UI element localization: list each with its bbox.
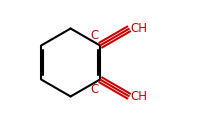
Text: CH: CH: [130, 22, 147, 35]
Text: C: C: [90, 83, 98, 96]
Text: CH: CH: [130, 90, 147, 103]
Text: C: C: [90, 29, 98, 42]
